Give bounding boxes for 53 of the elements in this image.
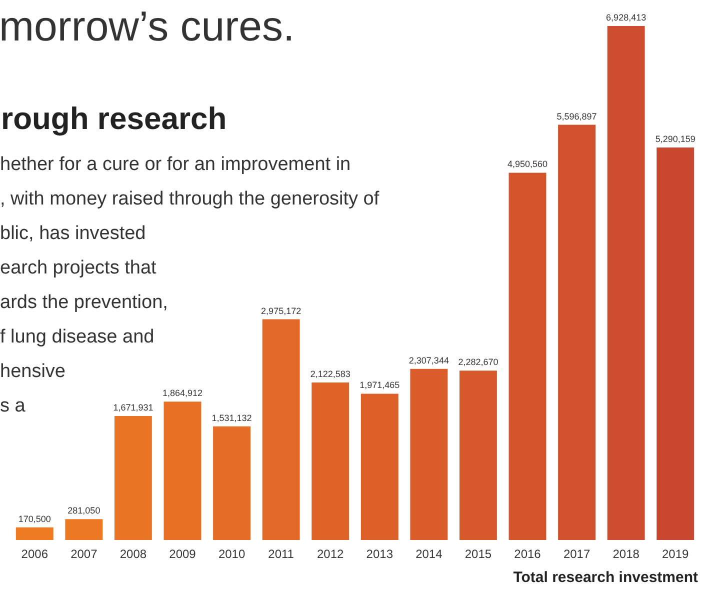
- annotation: , with money raised through the generosity of: [0, 188, 380, 210]
- data-label: 281,050: [68, 506, 100, 516]
- data-label: 5,290,159: [655, 134, 696, 144]
- x-tick-label: 2016: [514, 547, 542, 561]
- bar: [508, 172, 546, 540]
- data-label: 2,975,172: [261, 306, 302, 316]
- bar: [607, 26, 645, 540]
- annotation: hether for a cure or for an improvement in: [0, 154, 351, 175]
- bar: [459, 370, 497, 540]
- data-label: 2,307,344: [408, 355, 449, 366]
- x-tick-label: 2018: [612, 547, 640, 561]
- data-label: 4,950,560: [507, 159, 548, 170]
- x-tick-label: 2012: [317, 547, 344, 561]
- x-tick-label: 2010: [218, 547, 246, 561]
- annotation: ards the prevention,: [0, 292, 168, 313]
- x-tick-label: 2019: [662, 547, 690, 561]
- x-tick-label: 2015: [464, 547, 492, 561]
- bar: [656, 148, 694, 540]
- x-tick-label: 2013: [366, 547, 394, 561]
- x-tick-label: 2007: [70, 547, 98, 561]
- x-tick-label: 2008: [120, 547, 147, 561]
- x-tick-label: 2009: [169, 547, 196, 561]
- data-label: 6,928,413: [606, 12, 646, 22]
- bar: [164, 402, 202, 540]
- annotation: hensive: [0, 361, 66, 382]
- x-tick-label: 2006: [21, 547, 48, 561]
- x-axis-title: Total research investment: [513, 569, 698, 586]
- bar: [16, 527, 54, 540]
- bar: [114, 416, 152, 540]
- x-tick-label: 2011: [268, 547, 294, 561]
- x-tick-label: 2017: [563, 547, 590, 561]
- bar: [360, 394, 398, 540]
- data-label: 1,971,465: [360, 380, 400, 390]
- data-label: 1,531,132: [212, 412, 252, 423]
- text: rough research: [1, 101, 227, 136]
- data-label: 5,596,897: [556, 111, 597, 122]
- bar: [213, 426, 251, 540]
- chart-title: morrow’s cures.: [0, 2, 295, 50]
- annotation: earch projects that: [0, 258, 158, 278]
- data-label: 1,671,931: [113, 402, 154, 412]
- bar: [558, 124, 596, 540]
- data-label: 2,282,670: [458, 357, 498, 368]
- bar: [312, 382, 350, 540]
- bar: [262, 319, 300, 540]
- annotation: f lung disease and: [0, 326, 154, 348]
- annotation: s a: [0, 396, 26, 416]
- data-label: 1,864,912: [162, 388, 203, 398]
- data-label: 170,500: [18, 514, 51, 524]
- x-tick-label: 2014: [416, 547, 443, 561]
- annotation: blic, has invested: [0, 223, 146, 244]
- bar: [65, 519, 103, 540]
- data-label: 2,122,583: [310, 369, 350, 380]
- bar: [410, 368, 448, 540]
